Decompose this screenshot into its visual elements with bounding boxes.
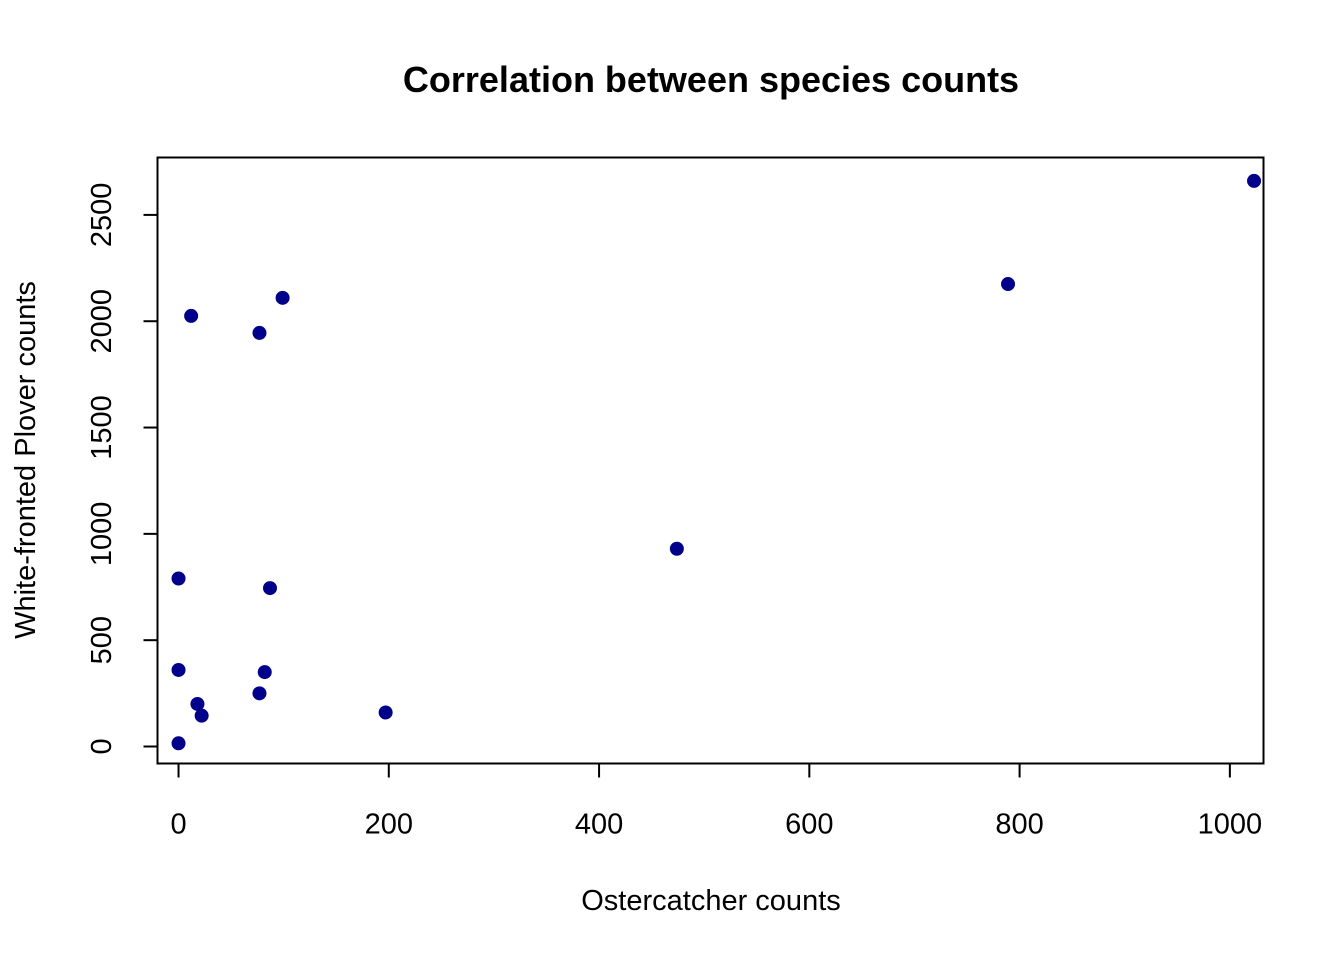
x-axis: 0 200 400 600 800 1000 <box>170 762 1263 841</box>
x-tick-label: 1000 <box>1198 809 1263 841</box>
data-point <box>171 736 186 751</box>
data-point <box>275 290 290 305</box>
x-tick-label: 800 <box>995 809 1043 841</box>
y-axis-label: White-fronted Plover counts <box>10 281 42 639</box>
data-points <box>171 173 1262 751</box>
data-point <box>262 581 277 596</box>
x-tick-label: 0 <box>170 809 186 841</box>
data-point <box>252 325 267 340</box>
x-axis-label: Ostercatcher counts <box>581 885 841 917</box>
x-tick-label: 400 <box>575 809 623 841</box>
data-point <box>171 662 186 677</box>
data-point <box>252 686 267 701</box>
data-point <box>171 571 186 586</box>
data-point <box>669 541 684 556</box>
y-axis: 0 500 1000 1500 2000 2500 <box>86 183 159 755</box>
x-tick-label: 200 <box>365 809 413 841</box>
data-point <box>1001 277 1016 292</box>
y-tick-label: 1000 <box>86 502 118 567</box>
plot-frame <box>156 156 1265 765</box>
data-point <box>1247 173 1262 188</box>
data-point <box>194 708 209 723</box>
y-tick-label: 2500 <box>86 183 118 248</box>
y-tick-label: 500 <box>86 616 118 664</box>
y-tick-label: 1500 <box>86 395 118 460</box>
x-tick-label: 600 <box>785 809 833 841</box>
data-point <box>257 665 272 680</box>
y-tick-label: 0 <box>86 738 118 754</box>
data-point <box>190 696 205 711</box>
chart-title: Correlation between species counts <box>403 59 1019 100</box>
data-point <box>184 308 199 323</box>
y-tick-label: 2000 <box>86 289 118 354</box>
data-point <box>378 705 393 720</box>
